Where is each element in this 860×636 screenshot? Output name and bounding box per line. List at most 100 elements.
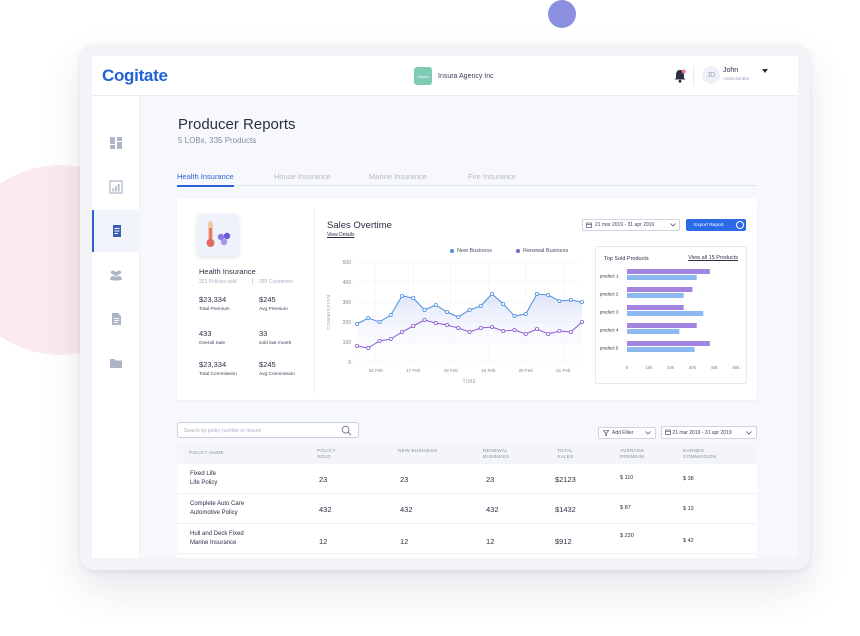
agency-name: Insura Agency Inc bbox=[438, 72, 494, 80]
data-point bbox=[534, 292, 539, 297]
sidebar-item-documents[interactable] bbox=[92, 298, 140, 340]
view-details-link[interactable]: View Details bbox=[327, 232, 355, 238]
data-point bbox=[388, 313, 393, 318]
user-name[interactable]: John bbox=[723, 67, 739, 74]
table-row[interactable]: Complete Auto Care Automotive Policy 432… bbox=[177, 494, 757, 524]
tab-house-insurance[interactable]: House Insurance bbox=[274, 172, 331, 181]
new-business-cell: 12 bbox=[400, 537, 409, 546]
add-filter-button[interactable]: Add Filter bbox=[598, 427, 656, 439]
tab-marine-insurance[interactable]: Marine Insurance bbox=[369, 172, 427, 181]
agency-logo: Insura bbox=[414, 67, 432, 85]
legend-renewal-business: Renewal Business bbox=[516, 248, 568, 254]
decorative-purple-dot bbox=[548, 0, 576, 28]
average-premium-cell: $ 110 bbox=[620, 475, 634, 481]
column-header-renewal-business[interactable]: RENEWAL BUSINESS bbox=[483, 449, 509, 460]
data-point bbox=[557, 299, 562, 304]
stat-value: $245 bbox=[259, 360, 276, 369]
tab-fire-insurance[interactable]: Fire Insurance bbox=[468, 172, 516, 181]
sales-line-chart: 0 100 200 300 400 500 16 Feb 17 Feb 18 Feb 19 Feb… bbox=[326, 260, 584, 385]
data-point bbox=[579, 300, 584, 305]
sidebar-item-folder[interactable] bbox=[92, 342, 140, 384]
data-point bbox=[445, 310, 450, 315]
bar bbox=[627, 293, 684, 298]
notification-bell-icon[interactable] bbox=[670, 66, 690, 86]
data-point bbox=[489, 325, 494, 330]
app-logo[interactable]: Cogitate bbox=[102, 66, 168, 85]
search-input[interactable]: Search by policy number or Insurer bbox=[177, 422, 359, 438]
data-point bbox=[400, 294, 405, 299]
renewal-business-cell: 12 bbox=[486, 537, 495, 546]
earned-commission-cell: $ 42 bbox=[683, 538, 694, 544]
column-header-total-sales[interactable]: TOTAL SALES bbox=[557, 449, 574, 460]
meta-divider bbox=[252, 278, 253, 285]
category-label: product 5 bbox=[600, 346, 619, 351]
column-header-average-premium[interactable]: AVERAGE PREMIUM bbox=[620, 449, 645, 460]
agency-switcher[interactable]: Insura Insura Agency Inc bbox=[414, 67, 494, 85]
sidebar-item-reports[interactable] bbox=[92, 210, 140, 252]
policy-sold-cell: 23 bbox=[319, 475, 328, 484]
data-point bbox=[467, 308, 472, 313]
top-sold-products-panel: Top Sold Products View all 15 Products p… bbox=[595, 246, 747, 384]
calendar-icon bbox=[665, 429, 671, 435]
data-point bbox=[422, 318, 427, 323]
export-report-button[interactable]: Export Report bbox=[686, 219, 746, 231]
data-point bbox=[523, 312, 528, 317]
sidebar-item-analytics[interactable] bbox=[92, 166, 140, 208]
header-divider bbox=[693, 66, 694, 86]
tab-health-insurance[interactable]: Health Insurance bbox=[177, 172, 234, 187]
policies-sold-count: 323 Policies sold bbox=[199, 279, 237, 285]
avatar[interactable]: JD bbox=[702, 66, 720, 84]
column-header-policy-sold[interactable]: POLICY SOLD bbox=[317, 449, 336, 460]
data-point bbox=[433, 321, 438, 326]
x-tick-label: 21 Feb bbox=[556, 368, 571, 373]
search-icon[interactable] bbox=[341, 425, 352, 436]
y-tick-label: 100 bbox=[343, 340, 352, 346]
column-header-new-business[interactable]: NEW BUSINESS bbox=[398, 449, 438, 454]
legend-label: New Business bbox=[457, 248, 492, 254]
date-range-picker[interactable]: 21 mar 2019 - 31 apr 2019 bbox=[582, 219, 680, 231]
data-point bbox=[411, 296, 416, 301]
data-point bbox=[579, 320, 584, 325]
renewal-business-cell: 432 bbox=[486, 505, 499, 514]
stat-value: $23,334 bbox=[199, 295, 227, 304]
customers-icon bbox=[110, 270, 122, 281]
chart-title: Sales Overtime bbox=[327, 220, 392, 231]
sidebar-item-dashboard[interactable] bbox=[92, 122, 140, 164]
column-header-earned-commission[interactable]: EARNED COMMISSION bbox=[683, 449, 717, 460]
new-business-cell: 23 bbox=[400, 475, 409, 484]
category-label: product 4 bbox=[600, 328, 619, 333]
chevron-down-icon[interactable] bbox=[762, 69, 768, 73]
y-tick-label: 400 bbox=[343, 280, 352, 286]
bar bbox=[627, 275, 697, 280]
table-row[interactable]: Fixed Life Life Policy 23 23 23 $2123 $ … bbox=[177, 464, 757, 494]
stat-label: Avg Commission bbox=[259, 372, 295, 377]
bar bbox=[627, 347, 695, 352]
table-date-range-picker[interactable]: 21 mar 2019 - 31 apr 2019 bbox=[661, 426, 757, 439]
lob-icon-tile bbox=[197, 214, 239, 256]
view-all-products-link[interactable]: View all 15 Products bbox=[688, 255, 738, 261]
data-point bbox=[377, 339, 382, 344]
x-tick-label: 20k bbox=[667, 365, 675, 370]
bar bbox=[627, 341, 710, 346]
column-header-policy-name[interactable]: POLICY NAME bbox=[189, 451, 224, 456]
data-point bbox=[546, 332, 551, 337]
data-point bbox=[512, 328, 517, 333]
reports-icon bbox=[113, 225, 121, 237]
top-sold-bar-chart: product 1 product 2 product 3 product 4 prod… bbox=[600, 269, 740, 370]
stat-value: 33 bbox=[259, 329, 268, 338]
chevron-down-icon bbox=[670, 223, 676, 227]
policy-name: Fixed Life bbox=[190, 471, 217, 477]
data-point bbox=[355, 344, 360, 349]
page-title: Producer Reports bbox=[178, 116, 296, 133]
x-tick-label: 50k bbox=[732, 365, 740, 370]
stat-value: $245 bbox=[259, 295, 276, 304]
bar bbox=[627, 329, 680, 334]
earned-commission-cell: $ 13 bbox=[683, 506, 694, 512]
analytics-icon bbox=[109, 180, 123, 194]
stat-label: Overall Sale bbox=[199, 341, 226, 346]
sidebar bbox=[92, 96, 140, 558]
table-row[interactable]: Hull and Deck Fixed Marine Insurance 12 … bbox=[177, 524, 757, 554]
x-tick-label: 30k bbox=[689, 365, 697, 370]
sidebar-item-customers[interactable] bbox=[92, 254, 140, 296]
